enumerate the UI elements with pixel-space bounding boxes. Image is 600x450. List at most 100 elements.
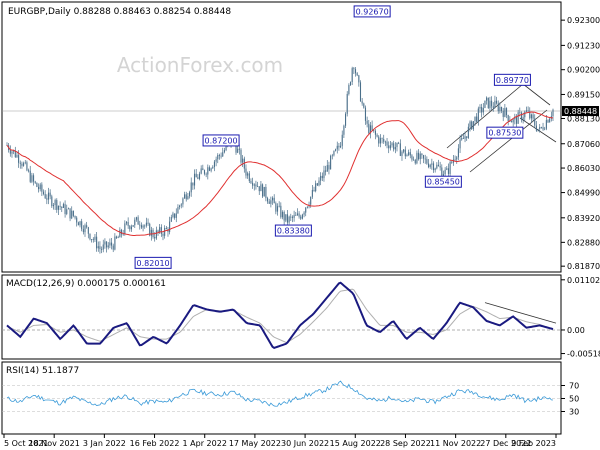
candle-body [441, 167, 443, 176]
candle-body [539, 127, 541, 129]
price-labels: 0.92670 0.87200 0.83380 0.82010 0.85450 0.897… [134, 5, 531, 269]
candle-body [288, 216, 290, 223]
candle-body [416, 152, 418, 164]
price-annotation-box [493, 73, 531, 86]
rsi-series-line [6, 380, 554, 407]
candle-body [69, 208, 71, 219]
candle-body [44, 193, 46, 199]
candle-body [190, 182, 192, 193]
candle-body [57, 205, 59, 210]
candle-body [474, 116, 476, 122]
price-annotation-box [274, 224, 312, 237]
candle-body [142, 225, 144, 228]
candle-body [26, 162, 28, 171]
candle-body [51, 196, 53, 207]
candle-body [338, 145, 340, 148]
candle-body [509, 121, 511, 122]
candle-body [467, 126, 469, 138]
candle-body [115, 236, 118, 238]
candle-body [157, 230, 159, 233]
candle-body [369, 125, 371, 134]
x-tick-label: 3 Jan 2022 [83, 439, 126, 448]
candle-body [144, 225, 146, 227]
candle-body [164, 227, 166, 236]
candle-body [444, 169, 446, 175]
candle-body [112, 245, 114, 250]
candle-body [248, 173, 250, 182]
candle-body [47, 192, 50, 200]
candle-body [300, 216, 302, 219]
rsi-panel-title: RSI(14) 51.1877 [6, 366, 79, 376]
candle-body [242, 158, 244, 163]
x-tick-label: 30 Jun 2022 [281, 439, 329, 448]
rsi-yticks: 70 50 30 [561, 382, 579, 417]
candle-body [29, 170, 31, 182]
candle-body [492, 106, 494, 108]
candle-body [74, 215, 76, 218]
candle-body [295, 215, 297, 216]
candle-body [283, 211, 285, 221]
candle-body [205, 173, 207, 175]
candle-body [316, 183, 318, 186]
candle-body [386, 141, 388, 146]
candle-body [459, 139, 461, 149]
candle-body [494, 100, 496, 108]
candle-body [225, 144, 227, 151]
price-annotation-label: 0.85450 [427, 178, 460, 187]
candle-body [411, 155, 413, 160]
candle-body [135, 217, 137, 220]
candle-body [28, 170, 30, 172]
candle-body [59, 205, 61, 207]
candle-body [345, 113, 347, 126]
candle-body [305, 207, 307, 213]
candle-body [469, 121, 471, 127]
candle-body [114, 236, 116, 250]
candle-body [193, 173, 196, 186]
candle-body [479, 107, 481, 109]
candle-body [213, 161, 215, 167]
candle-body [439, 166, 441, 168]
candle-body [449, 161, 451, 174]
candle-body [489, 100, 491, 109]
candle-body [16, 155, 18, 158]
candle-body [276, 206, 279, 212]
candle-body [359, 82, 362, 102]
candle-body [91, 239, 93, 240]
candle-body [379, 138, 381, 144]
price-current: 0.88448 [562, 106, 599, 117]
candle-body [245, 168, 247, 176]
candle-body [165, 227, 167, 229]
candle-body [512, 119, 514, 123]
candle-body [437, 164, 440, 167]
candle-body [298, 213, 300, 217]
candle-body [296, 213, 298, 216]
candle-body [257, 186, 259, 188]
candle-body [471, 121, 473, 130]
macd-y-tick-label: -0.005182 [567, 350, 600, 359]
candle-body [179, 205, 181, 208]
x-tick-label: 15 Aug 2022 [330, 439, 381, 448]
macd-yticks: 0.011023 0.00 -0.005182 [561, 276, 600, 359]
candle-body [426, 159, 428, 164]
candle-body [326, 165, 328, 172]
candle-body [388, 145, 390, 149]
candle-body [200, 168, 202, 174]
macd-main-line [6, 281, 554, 349]
candle-body [356, 73, 358, 76]
candle-body [212, 166, 214, 169]
candle-body [150, 229, 152, 236]
candle-body [408, 152, 410, 155]
candle-body [496, 100, 498, 104]
candle-body [237, 148, 239, 153]
candle-body [111, 242, 113, 246]
candle-body [220, 155, 222, 157]
candle-body [346, 93, 348, 114]
candle-body [371, 125, 373, 131]
candle-body [549, 118, 551, 123]
candle-body [81, 221, 83, 230]
candle-body [320, 175, 322, 181]
candle-body [238, 148, 240, 150]
candle-body [172, 213, 174, 218]
candle-body [39, 184, 41, 190]
price-annotation-box [486, 126, 524, 139]
